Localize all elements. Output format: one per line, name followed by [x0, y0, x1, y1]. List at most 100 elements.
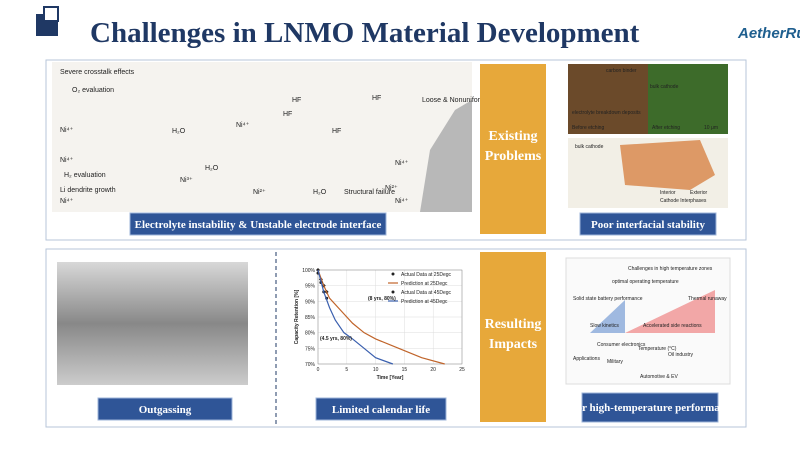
- x-tick-label: 20: [430, 367, 436, 373]
- figure-label: Slow kinetics: [590, 323, 619, 329]
- figure-label: H₂ evaluation: [64, 172, 106, 179]
- y-tick-label: 85%: [305, 315, 316, 321]
- caption-box: [97, 397, 233, 421]
- figure-label: Thermal runaway: [688, 296, 727, 302]
- crosstalk-figure: [52, 62, 472, 212]
- legend-label: Prediction at 45Degc: [401, 299, 448, 305]
- crosstalk-labels: Severe crosstalk effects O₂ evaluation Ni⁴…: [60, 69, 486, 205]
- x-tick-label: 5: [345, 367, 348, 373]
- temperature-labels: Challenges in high temperature zones Soli…: [573, 266, 727, 380]
- caption: Limited calendar life: [332, 404, 430, 416]
- title-square-outline: [43, 6, 59, 22]
- caption: Outgassing: [139, 404, 192, 416]
- interphase-blob: [620, 140, 715, 190]
- figure-label: Ni⁴⁺: [236, 122, 250, 129]
- caption: Poor high-temperature performance: [564, 402, 735, 414]
- x-tick-label: 10: [373, 367, 379, 373]
- annotation: (8 yrs, 80%): [368, 296, 396, 302]
- series-line: [317, 269, 445, 365]
- legend-label: Actual Data at 45Degc: [401, 290, 452, 296]
- electrode-surface: [420, 100, 472, 212]
- figure-label: Ni⁴⁺: [60, 198, 74, 205]
- y-tick-label: 100%: [302, 268, 315, 274]
- interface-labels: carbon binder electrolyte breakdown depos…: [572, 68, 718, 204]
- figure-label: Structural failure: [344, 189, 395, 196]
- y-tick-label: 90%: [305, 299, 316, 305]
- figure-label: O₂ evaluation: [72, 87, 114, 94]
- figure-label: Ni³⁺: [180, 177, 193, 184]
- hot-zone: [625, 290, 715, 333]
- figure-label: H₂O: [313, 189, 327, 196]
- figure-label: Solid state battery performance: [573, 296, 643, 302]
- figure-label: Severe crosstalk effects: [60, 69, 135, 76]
- caption-box: [129, 212, 387, 236]
- figure-label: HF: [372, 95, 381, 102]
- logo: AetherRun: [737, 25, 800, 42]
- figure-label: Ni²⁺: [253, 189, 266, 196]
- figure-label: Cathode Interphases: [660, 198, 707, 204]
- top-panel: [45, 59, 747, 241]
- figure-label: Accelerated side reactions: [643, 323, 702, 329]
- figure-label: HF: [332, 128, 341, 135]
- figure-label: Consumer electronics: [597, 342, 646, 348]
- figure-label: Oil industry: [668, 352, 694, 358]
- y-tick-label: 75%: [305, 346, 316, 352]
- figure-label: Automotive & EV: [640, 374, 678, 380]
- figure-label: Ni²⁺: [385, 185, 398, 192]
- figure-label: Temperature (°C): [638, 346, 677, 352]
- figure-label: Challenges in high temperature zones: [628, 266, 713, 272]
- legend-label: Prediction at 25Degc: [401, 281, 448, 287]
- legend-swatch: [391, 290, 395, 294]
- caption-box: [579, 212, 717, 236]
- pouch-photo: [57, 262, 248, 385]
- figure-label: H₂O: [172, 128, 186, 135]
- bottom-panel: [45, 248, 747, 428]
- caption-box: [581, 392, 719, 423]
- annotation: (4.5 yrs, 80%): [320, 336, 352, 342]
- figure-label: 10 μm: [704, 125, 718, 131]
- y-axis-label: Capacity Retention [%]: [294, 289, 300, 344]
- series-line: [317, 269, 394, 365]
- figure-label: After etching: [652, 125, 680, 131]
- figure-label: Ni⁴⁺: [395, 198, 409, 205]
- chart-group: 70% 75% 80% 85% 90% 95% 100% 0 5 10 15 20 25 Time [Ye…: [294, 268, 465, 381]
- section-heading: Existing Problems: [485, 129, 542, 164]
- figure-label: Li dendrite growth: [60, 187, 116, 194]
- section-heading: Resulting Impacts: [485, 317, 542, 352]
- figure-label: electrolyte breakdown deposits: [572, 110, 641, 116]
- figure-label: bulk cathode: [650, 84, 679, 90]
- y-tick-label: 80%: [305, 331, 316, 337]
- figure-label: Interior: [660, 190, 676, 196]
- impacts-box: [480, 252, 546, 422]
- y-tick-label: 95%: [305, 284, 316, 290]
- existing-box: [480, 64, 546, 234]
- slow-zone: [590, 300, 625, 333]
- figure-label: Ni⁴⁺: [60, 127, 74, 134]
- legend-label: Actual Data at 25Degc: [401, 272, 452, 278]
- figure-label: HF: [283, 111, 292, 118]
- calendar-chart: [288, 260, 472, 388]
- legend-swatch: [391, 272, 395, 276]
- x-axis-label: Time [Year]: [377, 375, 404, 381]
- sem-after: [648, 64, 728, 134]
- x-tick-label: 25: [459, 367, 465, 373]
- plot-frame: [317, 269, 463, 365]
- figure-label: Ni⁴⁺: [60, 157, 74, 164]
- figure-label: Exterior: [690, 190, 708, 196]
- caption-box: [315, 397, 447, 421]
- figure-label: Applications: [573, 356, 600, 362]
- figure-label: HF: [292, 97, 301, 104]
- figure-label: Before etching: [572, 125, 604, 131]
- title: Challenges in LNMO Material Development: [90, 17, 640, 49]
- figure-label: carbon binder: [606, 68, 637, 74]
- y-tick-label: 70%: [305, 362, 316, 368]
- figure-label: H₂O: [205, 165, 219, 172]
- caption: Poor interfacial stability: [591, 219, 706, 231]
- figure-label: Loose & Nonuniform: [422, 97, 486, 104]
- caption: Electrolyte instability & Unstable elect…: [135, 219, 382, 231]
- figure-label: bulk cathode: [575, 144, 604, 150]
- x-tick-label: 15: [402, 367, 408, 373]
- x-tick-label: 0: [317, 367, 320, 373]
- figure-label: optimal operating temperature: [612, 279, 679, 285]
